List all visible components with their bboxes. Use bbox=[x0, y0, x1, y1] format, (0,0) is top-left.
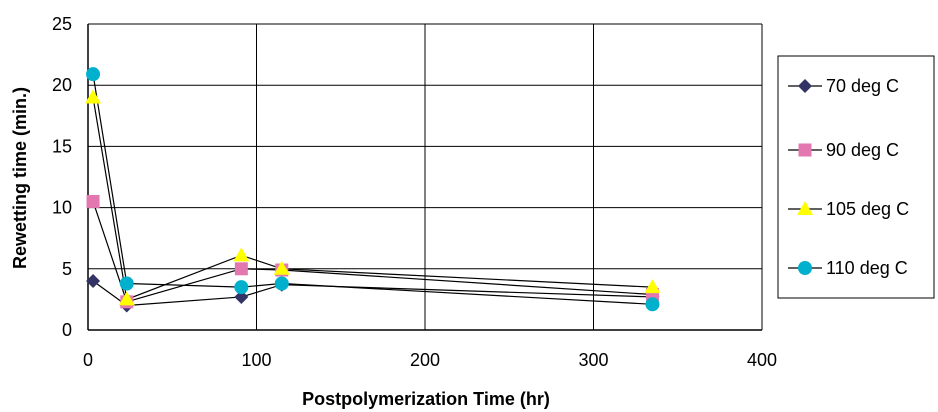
series-markers bbox=[85, 67, 661, 313]
y-tick-label: 15 bbox=[52, 136, 72, 156]
x-tick-label: 200 bbox=[410, 350, 440, 370]
legend-marker-0 bbox=[798, 79, 812, 93]
legend-box bbox=[777, 55, 935, 299]
series-line-3 bbox=[92, 74, 653, 305]
series-line-1 bbox=[92, 201, 653, 303]
data-point-1-0 bbox=[86, 194, 100, 208]
data-point-3-1 bbox=[119, 276, 134, 291]
series-lines bbox=[92, 74, 653, 307]
legend-label-0: 70 deg C bbox=[826, 76, 899, 96]
data-point-2-2 bbox=[233, 247, 250, 262]
y-tick-label: 20 bbox=[52, 75, 72, 95]
legend-label-3: 110 deg C bbox=[826, 258, 908, 278]
data-point-2-4 bbox=[644, 279, 661, 294]
y-tick-label: 0 bbox=[62, 320, 72, 340]
x-tick-label: 100 bbox=[241, 350, 271, 370]
y-tick-label: 25 bbox=[52, 14, 72, 34]
x-tick-label: 0 bbox=[83, 350, 93, 370]
data-point-0-0 bbox=[86, 274, 101, 289]
legend: 70 deg C 90 deg C 105 deg C 110 deg C bbox=[777, 55, 935, 299]
x-tick-label: 400 bbox=[747, 350, 777, 370]
legend-marker-3 bbox=[798, 261, 812, 275]
data-point-3-2 bbox=[234, 280, 249, 295]
y-axis-title: Rewetting time (min.) bbox=[10, 87, 30, 269]
data-point-3-3 bbox=[274, 276, 289, 291]
data-point-2-0 bbox=[85, 89, 102, 104]
data-point-2-1 bbox=[118, 291, 135, 306]
data-point-3-0 bbox=[86, 67, 101, 82]
y-tick-label: 10 bbox=[52, 198, 72, 218]
legend-marker-2 bbox=[797, 201, 813, 215]
legend-marker-1 bbox=[798, 143, 812, 157]
data-point-1-2 bbox=[234, 262, 248, 276]
data-point-2-3 bbox=[273, 260, 290, 275]
legend-label-2: 105 deg C bbox=[826, 199, 909, 219]
tick-labels: 0 5 10 15 20 25 0 100 200 300 400 bbox=[52, 14, 777, 370]
data-point-3-4 bbox=[645, 297, 660, 312]
data-point-0-2 bbox=[234, 289, 249, 304]
legend-label-1: 90 deg C bbox=[826, 140, 899, 160]
x-axis-title: Postpolymerization Time (hr) bbox=[302, 389, 550, 409]
x-tick-label: 300 bbox=[578, 350, 608, 370]
y-tick-label: 5 bbox=[62, 259, 72, 279]
